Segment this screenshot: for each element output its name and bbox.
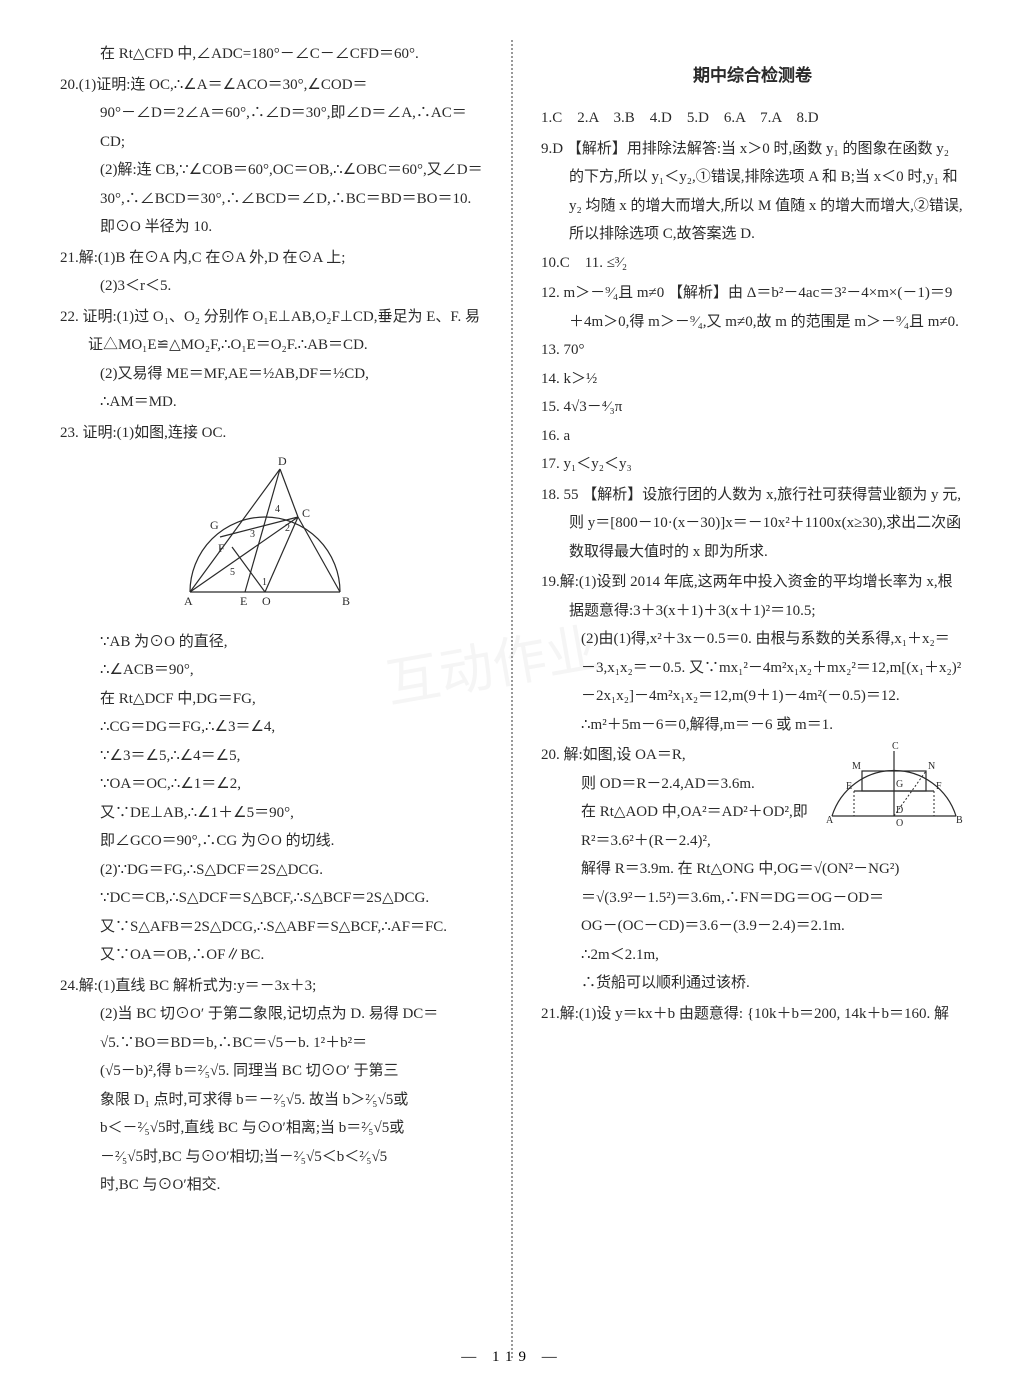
item-23b: ∴∠ACB＝90°, xyxy=(60,656,483,685)
item-24: 24.解:(1)直线 BC 解析式为:y＝－3x＋3; xyxy=(60,972,483,1001)
svg-text:4: 4 xyxy=(275,504,280,515)
item-23i: (2)∵DG＝FG,∴S△DCF＝2S△DCG. xyxy=(60,856,483,885)
svg-text:B: B xyxy=(342,594,350,607)
item-20r-text: 20. 解:如图,设 OA＝R, xyxy=(541,747,686,763)
item-15: 15. 4√3－⁴⁄₃π xyxy=(541,393,964,422)
arc-figure: A B C D O E F G M N xyxy=(824,741,964,831)
item-20r: A B C D O E F G M N 20. 解:如图,设 OA＝R, xyxy=(541,741,964,770)
svg-text:1: 1 xyxy=(262,577,267,588)
item-18: 18. 55 【解析】设旅行团的人数为 x,旅行社可获得营业额为 y 元,则 y… xyxy=(541,481,964,567)
svg-text:F: F xyxy=(218,541,225,555)
item-12: 12. m＞－⁹⁄₄且 m≠0 【解析】由 Δ＝b²－4ac＝3²－4×m×(－… xyxy=(541,279,964,336)
svg-text:D: D xyxy=(896,805,903,816)
item-10: 10.C 11. ≤³⁄₂ xyxy=(541,249,964,278)
item-23l: 又∵OA＝OB,∴OF∥BC. xyxy=(60,941,483,970)
item-24c: (√5－b)²,得 b＝²⁄₅√5. 同理当 BC 切⊙O′ 于第三 xyxy=(60,1057,483,1086)
item-23h: 即∠GCO＝90°,∴CG 为⊙O 的切线. xyxy=(60,827,483,856)
item-20rh: ∴货船可以顺利通过该桥. xyxy=(541,969,964,998)
svg-text:D: D xyxy=(278,457,287,468)
svg-text:B: B xyxy=(956,815,963,826)
item-23k: 又∵S△AFB＝2S△DCG,∴S△ABF＝S△BCF,∴AF＝FC. xyxy=(60,913,483,942)
svg-text:G: G xyxy=(896,779,903,790)
exam-title: 期中综合检测卷 xyxy=(541,60,964,92)
item-24d: 象限 D₁ 点时,可求得 b＝－²⁄₅√5. 故当 b＞²⁄₅√5或 xyxy=(60,1086,483,1115)
item-13: 13. 70° xyxy=(541,336,964,365)
svg-text:M: M xyxy=(852,761,861,772)
item-24f: －²⁄₅√5时,BC 与⊙O′相切;当－²⁄₅√5＜b＜²⁄₅√5 xyxy=(60,1143,483,1172)
svg-text:E: E xyxy=(240,594,247,607)
answers-row-1: 1.C 2.A 3.B 4.D 5.D 6.A 7.A 8.D xyxy=(541,104,964,133)
item-22b: (2)又易得 ME＝MF,AE＝½AB,DF＝½CD, xyxy=(60,360,483,389)
item-23: 23. 证明:(1)如图,连接 OC. xyxy=(60,419,483,448)
item-20rg: ∴2m＜2.1m, xyxy=(541,941,964,970)
item-9: 9.D 【解析】用排除法解答:当 x＞0 时,函数 y₁ 的图象在函数 y₂ 的… xyxy=(541,135,964,249)
svg-text:3: 3 xyxy=(250,529,255,540)
svg-text:2: 2 xyxy=(285,523,290,534)
item-20c: (2)解:连 CB,∵∠COB＝60°,OC＝OB,∴∠OBC＝60°,又∠D＝… xyxy=(60,156,483,242)
item-21: 21.解:(1)B 在⊙A 内,C 在⊙A 外,D 在⊙A 上; xyxy=(60,244,483,273)
svg-text:O: O xyxy=(262,594,271,607)
item-20re: ＝√(3.9²－1.5²)＝3.6m,∴FN＝DG＝OG－OD＝ xyxy=(541,884,964,913)
svg-text:G: G xyxy=(210,518,219,532)
item-23g: 又∵DE⊥AB,∴∠1＋∠5＝90°, xyxy=(60,799,483,828)
svg-text:5: 5 xyxy=(230,567,235,578)
item-23a: ∵AB 为⊙O 的直径, xyxy=(60,628,483,657)
item-20rf: OG－(OC－CD)＝3.6－(3.9－2.4)＝2.1m. xyxy=(541,912,964,941)
line-continuation: 在 Rt△CFD 中,∠ADC=180°－∠C－∠CFD＝60°. xyxy=(60,40,483,69)
svg-text:A: A xyxy=(184,594,193,607)
item-23d: ∴CG＝DG＝FG,∴∠3＝∠4, xyxy=(60,713,483,742)
item-20rd: 解得 R＝3.9m. 在 Rt△ONG 中,OG＝√(ON²－NG²) xyxy=(541,855,964,884)
svg-text:C: C xyxy=(302,506,310,520)
item-19: 19.解:(1)设到 2014 年底,这两年中投入资金的平均增长率为 x,根据题… xyxy=(541,568,964,625)
svg-text:O: O xyxy=(896,818,903,829)
item-23f: ∵OA＝OC,∴∠1＝∠2, xyxy=(60,770,483,799)
item-23j: ∵DC＝CB,∴S△DCF＝S△BCF,∴S△BCF＝2S△DCG. xyxy=(60,884,483,913)
item-22c: ∴AM＝MD. xyxy=(60,388,483,417)
left-column: 在 Rt△CFD 中,∠ADC=180°－∠C－∠CFD＝60°. 20.(1)… xyxy=(60,40,503,1358)
item-22: 22. 证明:(1)过 O₁、O₂ 分别作 O₁E⊥AB,O₂F⊥CD,垂足为 … xyxy=(60,303,483,360)
item-24b: (2)当 BC 切⊙O′ 于第二象限,记切点为 D. 易得 DC＝√5.∵BO＝… xyxy=(60,1000,483,1057)
item-16: 16. a xyxy=(541,422,964,451)
item-21r: 21.解:(1)设 y＝kx＋b 由题意得: {10k＋b＝200, 14k＋b… xyxy=(541,1000,964,1029)
svg-text:F: F xyxy=(936,781,942,792)
right-column: 期中综合检测卷 1.C 2.A 3.B 4.D 5.D 6.A 7.A 8.D … xyxy=(521,40,964,1358)
item-24g: 时,BC 与⊙O′相交. xyxy=(60,1171,483,1200)
svg-text:A: A xyxy=(826,815,834,826)
page-number: — 119 — xyxy=(461,1349,562,1366)
item-24e: b＜－²⁄₅√5时,直线 BC 与⊙O′相离;当 b＝²⁄₅√5或 xyxy=(60,1114,483,1143)
item-23e: ∵∠3＝∠5,∴∠4＝∠5, xyxy=(60,742,483,771)
item-19b: (2)由(1)得,x²＋3x－0.5＝0. 由根与系数的关系得,x₁＋x₂＝－3… xyxy=(541,625,964,711)
item-19c: ∴m²＋5m－6＝0,解得,m＝－6 或 m＝1. xyxy=(541,711,964,740)
item-23c: 在 Rt△DCF 中,DG＝FG, xyxy=(60,685,483,714)
svg-text:C: C xyxy=(892,741,899,752)
svg-text:E: E xyxy=(846,781,852,792)
item-21b: (2)3＜r＜5. xyxy=(60,272,483,301)
item-17: 17. y₁＜y₂＜y₃ xyxy=(541,450,964,479)
item-14: 14. k＞½ xyxy=(541,365,964,394)
item-20b: 90°－∠D＝2∠A＝60°,∴∠D＝30°,即∠D＝∠A,∴AC＝CD; xyxy=(60,99,483,156)
geometry-figure: A B C D E F G O 1 2 3 4 5 xyxy=(180,457,360,607)
column-divider xyxy=(511,40,513,1358)
svg-text:N: N xyxy=(928,761,935,772)
item-20: 20.(1)证明:连 OC,∴∠A＝∠ACO＝30°,∠COD＝ xyxy=(60,71,483,100)
